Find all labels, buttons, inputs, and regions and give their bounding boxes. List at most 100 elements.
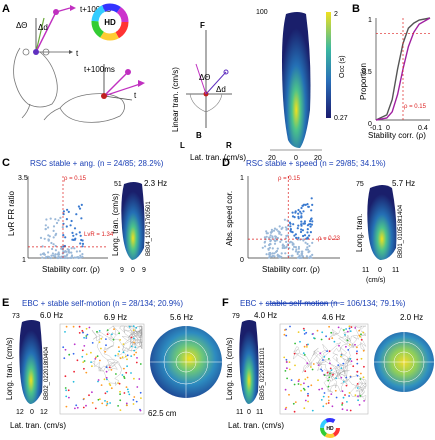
d-plot-point bbox=[285, 240, 288, 243]
c-plot-point bbox=[56, 256, 59, 259]
e-heat-id: BB02_022018t0404 bbox=[44, 346, 50, 400]
d-ytick-bottom: 0 bbox=[240, 257, 244, 264]
d-plot-point bbox=[289, 228, 292, 231]
f-traj-spike bbox=[340, 355, 342, 358]
d-plot-point bbox=[306, 248, 310, 251]
axis-l: L bbox=[180, 141, 185, 150]
e-traj-spike bbox=[65, 325, 68, 328]
d-plot-point bbox=[268, 256, 271, 259]
c-heat-ytick: 51 bbox=[114, 181, 122, 188]
d-plot-point bbox=[301, 204, 304, 207]
e-traj-spike bbox=[119, 409, 122, 411]
f-trajectory-map bbox=[279, 323, 369, 415]
f-traj-spike bbox=[316, 329, 319, 332]
d-plot-point bbox=[309, 255, 312, 258]
c-plot-point bbox=[52, 236, 55, 239]
d-plot-point bbox=[271, 247, 274, 250]
f-traj-spike bbox=[327, 399, 330, 402]
f-traj-spike bbox=[357, 395, 359, 398]
c-plot-point bbox=[55, 221, 59, 225]
f-traj-spike bbox=[317, 364, 320, 366]
c-plot-point bbox=[78, 250, 81, 253]
e-traj-spike bbox=[91, 402, 94, 404]
c-ytick-top: 3.5 bbox=[18, 175, 28, 182]
panel-d-title: RSC stable + speed (n = 29/85; 34.1%) bbox=[246, 159, 386, 168]
f-traj-spike bbox=[343, 329, 345, 331]
panel-e-label: E bbox=[2, 297, 9, 309]
e-traj-spike bbox=[139, 391, 142, 394]
occupancy-colorbar bbox=[326, 12, 331, 118]
d-heat-rate: 5.7 Hz bbox=[392, 179, 415, 188]
f-traj-spike bbox=[340, 376, 343, 379]
t100-label-2: t+100ms bbox=[84, 65, 115, 74]
f-traj-spike bbox=[359, 335, 361, 338]
c-plot-point bbox=[78, 207, 82, 210]
e-traj-spike bbox=[133, 349, 136, 352]
e-traj-spike bbox=[68, 353, 71, 356]
d-plot-point bbox=[302, 222, 305, 225]
c-plot-point bbox=[64, 236, 67, 239]
f-traj-spike bbox=[349, 376, 352, 378]
d-plot-point bbox=[270, 228, 273, 231]
e-scale-label: 62.5 cm bbox=[148, 409, 177, 418]
f-heat-id: BB05_022018t1101 bbox=[260, 347, 266, 400]
panel-c: C RSC stable + ang. (n = 24/85; 28.2%) L… bbox=[2, 157, 167, 274]
f-traj-spike bbox=[304, 370, 307, 373]
f-traj-spike bbox=[304, 378, 307, 381]
e-traj-spike bbox=[83, 336, 85, 339]
f-traj-spike bbox=[284, 329, 286, 331]
f-traj-spike bbox=[348, 392, 351, 394]
f-traj-spike bbox=[300, 383, 302, 386]
f-traj-spike bbox=[358, 404, 361, 406]
e-ratemap bbox=[19, 320, 43, 404]
c-plot-point bbox=[62, 234, 65, 237]
e-traj-spike bbox=[104, 350, 106, 353]
axis-r: R bbox=[226, 141, 232, 150]
c-plot-point bbox=[65, 254, 68, 257]
f-traj-spike bbox=[302, 387, 305, 390]
c-plot-point bbox=[81, 245, 84, 248]
e-traj-spike bbox=[123, 392, 126, 394]
f-traj-spike bbox=[348, 325, 351, 328]
d-plot-point bbox=[275, 239, 278, 242]
c-plot-point bbox=[41, 256, 44, 259]
d-plot-point bbox=[265, 230, 268, 233]
c-plot-point bbox=[39, 236, 43, 239]
d-plot-point bbox=[293, 234, 296, 237]
e-traj-spike bbox=[82, 406, 85, 409]
d-plot-point bbox=[271, 252, 274, 255]
f-traj-spike bbox=[345, 328, 347, 330]
c-plot-point bbox=[57, 251, 60, 254]
d-plot-point bbox=[271, 235, 274, 238]
e-traj-spike bbox=[75, 404, 78, 407]
f-traj-spike bbox=[328, 325, 330, 328]
c-plot-point bbox=[77, 256, 80, 260]
c-plot-point bbox=[65, 218, 68, 221]
f-title-strike: stable self-motion bbox=[266, 299, 329, 308]
c-plot-point bbox=[50, 241, 53, 245]
f-traj-spike bbox=[312, 363, 315, 365]
d-plot-point bbox=[284, 252, 287, 255]
f-traj-spike bbox=[356, 350, 358, 353]
e-rate2: 6.9 Hz bbox=[104, 313, 127, 322]
f-traj-spike bbox=[322, 359, 324, 361]
f-traj-spike bbox=[307, 400, 309, 403]
d-plot-point bbox=[300, 252, 303, 255]
f-traj-spike bbox=[317, 379, 319, 382]
d-plot-point bbox=[304, 241, 307, 244]
d-plot-point bbox=[301, 229, 304, 232]
c-plot-point bbox=[72, 234, 75, 237]
f-traj-spike bbox=[354, 343, 356, 346]
e-traj-spike bbox=[105, 366, 108, 369]
e-traj-spike bbox=[106, 390, 109, 393]
f-traj-spike bbox=[346, 339, 349, 342]
d-plot-point bbox=[297, 247, 300, 250]
e-traj-spike bbox=[65, 389, 67, 392]
f-traj-spike bbox=[356, 362, 359, 365]
b-ytick-1: 1 bbox=[368, 17, 372, 24]
c-plot-point bbox=[52, 254, 55, 257]
e-traj-spike bbox=[97, 380, 99, 383]
e-traj-spike bbox=[106, 378, 108, 381]
f-traj-spike bbox=[294, 364, 296, 367]
e-traj-spike bbox=[85, 353, 88, 356]
